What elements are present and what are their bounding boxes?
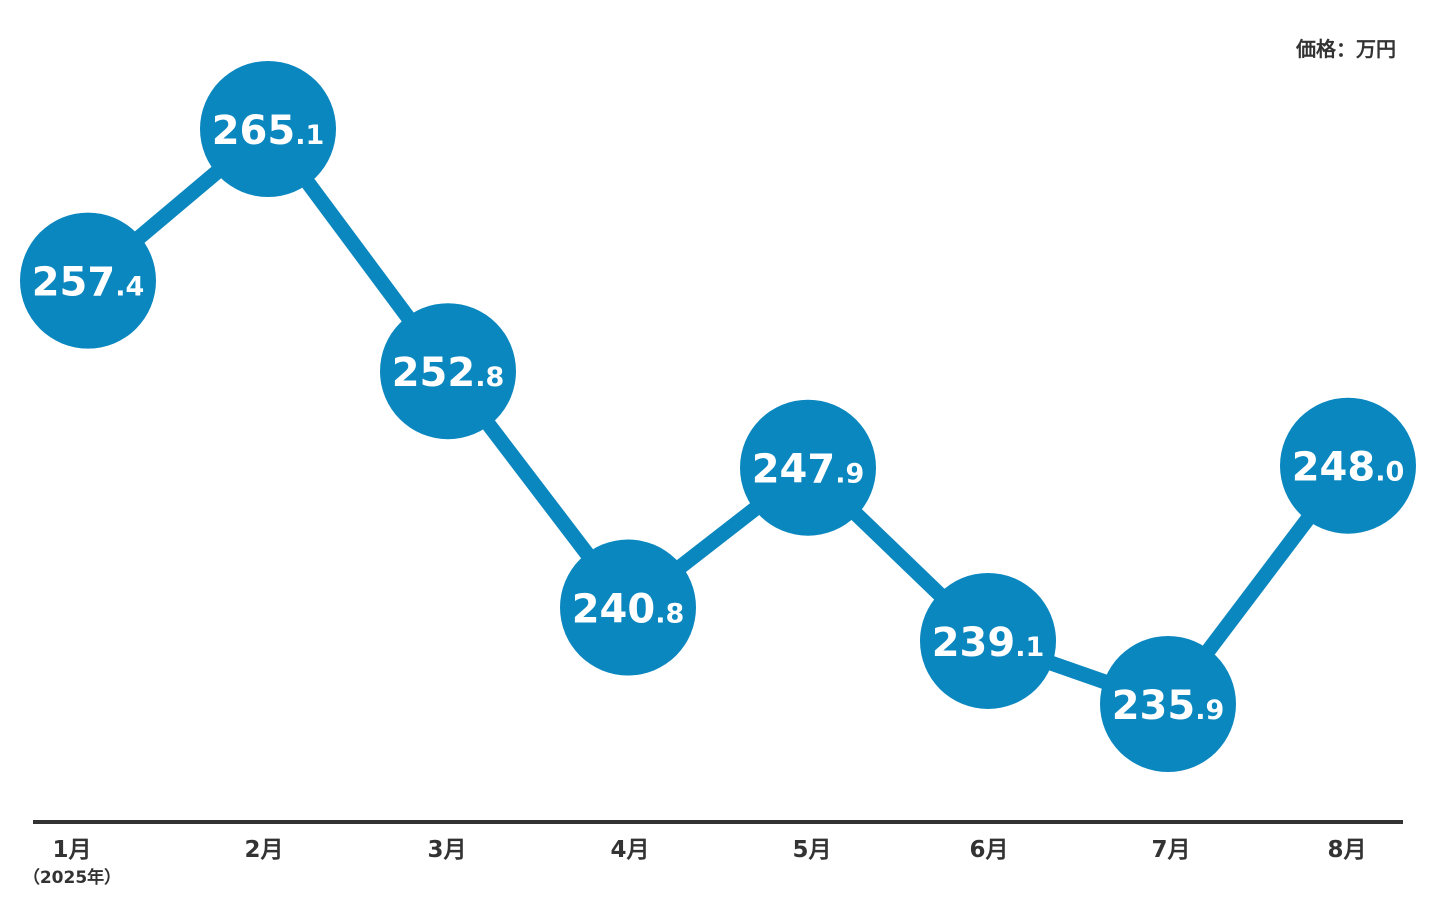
data-point: 265.1 xyxy=(200,61,336,197)
x-axis-labels: 1月 2月 3月 4月 5月 6月 7月 8月 （2025年） xyxy=(23,837,1367,888)
data-label-integer: 247 xyxy=(752,447,836,493)
data-point-marker xyxy=(1280,397,1416,534)
data-point: 247.9 xyxy=(740,399,876,536)
data-label-decimal: .9 xyxy=(1195,695,1224,726)
x-tick-label: 1月 xyxy=(52,837,91,863)
data-point-marker xyxy=(200,61,336,197)
x-tick-label: 2月 xyxy=(244,837,283,863)
data-point: 239.1 xyxy=(920,572,1056,709)
data-label-integer: 257 xyxy=(32,260,116,306)
x-tick-label: 4月 xyxy=(610,837,649,863)
data-label-integer: 239 xyxy=(932,620,1016,666)
data-label-decimal: .1 xyxy=(1015,632,1044,663)
data-label: 257.4 xyxy=(32,260,145,306)
data-label-integer: 240 xyxy=(572,587,656,633)
data-label-decimal: .8 xyxy=(475,362,504,393)
unit-label: 価格：万円 xyxy=(1296,37,1396,61)
data-label-decimal: .0 xyxy=(1375,457,1404,488)
x-tick-label: 8月 xyxy=(1327,837,1366,863)
data-label-decimal: .4 xyxy=(115,272,144,303)
data-point-marker xyxy=(1100,636,1236,772)
data-label: 247.9 xyxy=(752,447,865,493)
data-point-marker xyxy=(20,212,156,349)
x-tick-sublabel: （2025年） xyxy=(23,867,121,888)
data-label-decimal: .9 xyxy=(835,459,864,490)
x-tick-label: 5月 xyxy=(792,837,831,863)
data-label-integer: 265 xyxy=(212,108,296,154)
data-point: 257.4 xyxy=(20,212,156,349)
data-point: 240.8 xyxy=(560,539,696,676)
data-label-integer: 248 xyxy=(1292,445,1376,491)
data-point-marker xyxy=(740,399,876,536)
data-point: 248.0 xyxy=(1280,397,1416,534)
data-label-decimal: .8 xyxy=(655,599,684,630)
data-label: 235.9 xyxy=(1112,683,1225,729)
data-point-marker xyxy=(380,303,516,440)
data-label: 252.8 xyxy=(392,350,505,396)
data-label: 248.0 xyxy=(1292,445,1405,491)
data-point-marker xyxy=(560,539,696,676)
data-label: 240.8 xyxy=(572,587,685,633)
data-label-integer: 252 xyxy=(392,350,476,396)
data-point-marker xyxy=(920,572,1056,709)
data-label-decimal: .1 xyxy=(295,120,324,151)
data-label: 239.1 xyxy=(932,620,1045,666)
data-point: 235.9 xyxy=(1100,636,1236,772)
x-tick-label: 6月 xyxy=(969,837,1008,863)
series-line-group xyxy=(83,123,1354,712)
data-label-integer: 235 xyxy=(1112,683,1196,729)
data-point: 252.8 xyxy=(380,303,516,440)
x-tick-label: 7月 xyxy=(1151,837,1190,863)
x-tick-label: 3月 xyxy=(427,837,466,863)
data-label: 265.1 xyxy=(212,108,325,154)
